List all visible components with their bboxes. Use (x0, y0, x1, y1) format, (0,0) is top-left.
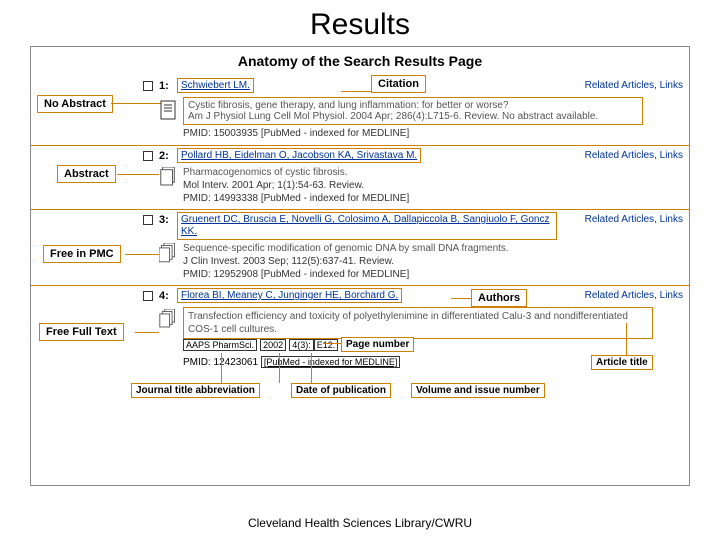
title-box-1: Cystic fibrosis, gene therapy, and lung … (183, 97, 643, 125)
doc-icon-stack-3 (159, 243, 177, 265)
doc-icon-stack-4 (159, 309, 177, 331)
journal-line-1: Am J Physiol Lung Cell Mol Physiol. 2004… (188, 111, 598, 122)
authors-box-3[interactable]: Gruenert DC, Bruscia E, Novelli G, Colos… (177, 212, 557, 240)
connector (341, 91, 371, 92)
article-title-1: Cystic fibrosis, gene therapy, and lung … (188, 100, 509, 111)
result-number-4: 4: (159, 290, 169, 302)
connector (311, 353, 312, 383)
callout-abstract: Abstract (57, 165, 116, 183)
date-4: 2002 (260, 339, 286, 351)
article-title-4: Transfection efficiency and toxicity of … (188, 311, 628, 335)
authors-box-4[interactable]: Florea BI, Meaney C, Junginger HE, Borch… (177, 288, 402, 303)
connector (626, 323, 627, 355)
doc-icon-stack-2 (159, 167, 177, 189)
callout-date-pub: Date of publication (291, 383, 391, 398)
journal-abbrev-4: AAPS PharmSci. (183, 339, 257, 351)
footer-text: Cleveland Health Sciences Library/CWRU (0, 516, 720, 530)
connector (125, 254, 159, 255)
connector (279, 353, 280, 383)
callout-vol-issue: Volume and issue number (411, 383, 545, 398)
divider (31, 209, 689, 210)
connector (117, 174, 159, 175)
pmid-2: PMID: 14993338 [PubMed - indexed for MED… (183, 193, 409, 204)
result-number-1: 1: (159, 80, 169, 92)
checkbox-3[interactable] (143, 215, 153, 225)
vol-issue-4: 4(3): (289, 339, 314, 351)
checkbox-2[interactable] (143, 151, 153, 161)
page-4: E12. (314, 339, 339, 351)
pmid-1: PMID: 15003935 [PubMed - indexed for MED… (183, 128, 409, 139)
callout-page-number: Page number (341, 337, 414, 352)
callout-authors: Authors (471, 289, 527, 307)
callout-no-abstract: No Abstract (37, 95, 113, 113)
connector (135, 332, 159, 333)
callout-free-full: Free Full Text (39, 323, 124, 341)
callout-journal-abbrev: Journal title abbreviation (131, 383, 260, 398)
diagram-container: Anatomy of the Search Results Page Citat… (30, 46, 690, 486)
status-4: [PubMed - indexed for MEDLINE] (261, 356, 401, 368)
doc-icon-1 (159, 99, 177, 121)
checkbox-4[interactable] (143, 291, 153, 301)
connector (111, 103, 161, 104)
authors-box-1[interactable]: Schwiebert LM. (177, 78, 254, 93)
connector (323, 343, 341, 344)
journal-line-2: Mol Interv. 2001 Apr; 1(1):54-63. Review… (183, 180, 364, 191)
callout-article-title: Article title (591, 355, 653, 370)
connector (451, 298, 471, 299)
result-number-2: 2: (159, 150, 169, 162)
connector (221, 353, 222, 383)
pmid-3: PMID: 12952908 [PubMed - indexed for MED… (183, 269, 409, 280)
checkbox-1[interactable] (143, 81, 153, 91)
authors-box-2[interactable]: Pollard HB, Eidelman O, Jacobson KA, Sri… (177, 148, 421, 163)
related-links-3[interactable]: Related Articles, Links (585, 214, 683, 225)
divider (31, 285, 689, 286)
related-links-4[interactable]: Related Articles, Links (585, 290, 683, 301)
subtitle: Anatomy of the Search Results Page (31, 53, 689, 69)
page-title: Results (0, 8, 720, 42)
journal-line-3: J Clin Invest. 2003 Sep; 112(5):637-41. … (183, 256, 394, 267)
related-links-1[interactable]: Related Articles, Links (585, 80, 683, 91)
title-box-4: Transfection efficiency and toxicity of … (183, 307, 653, 339)
callout-citation: Citation (371, 75, 426, 93)
article-title-3: Sequence-specific modification of genomi… (183, 243, 509, 254)
divider (31, 145, 689, 146)
related-links-2[interactable]: Related Articles, Links (585, 150, 683, 161)
callout-free-pmc: Free in PMC (43, 245, 121, 263)
result-number-3: 3: (159, 214, 169, 226)
article-title-2: Pharmacogenomics of cystic fibrosis. (183, 167, 348, 178)
